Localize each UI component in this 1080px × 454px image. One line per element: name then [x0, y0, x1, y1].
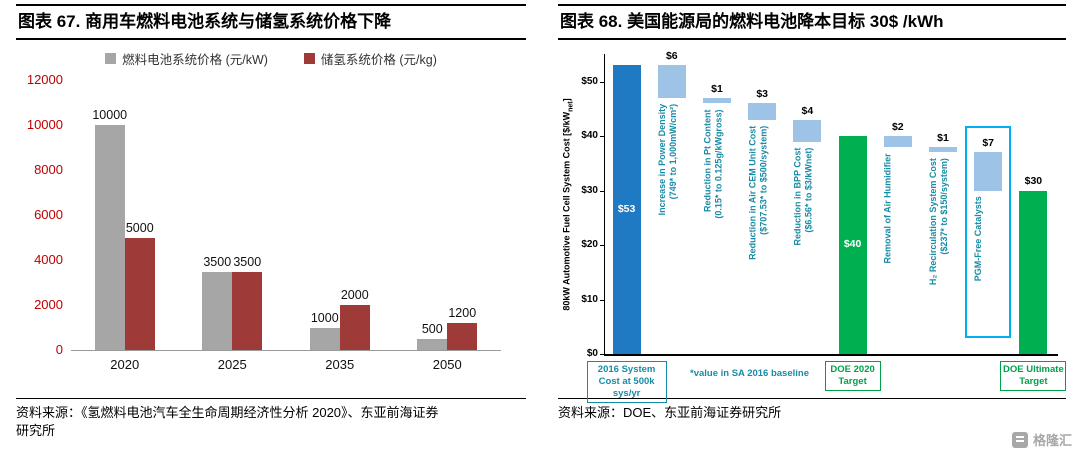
waterfall-step-label: Reduction in Air CEM Unit Cost ($707.53*… [747, 125, 769, 260]
bar-value-label: 1200 [448, 306, 477, 321]
figure-68-title: 图表 68. 美国能源局的燃料电池降本目标 30$ /kWh [558, 4, 1066, 41]
pgm-free-highlight-box [965, 126, 1012, 339]
bar-value-label: 500 [421, 322, 443, 336]
h2-storage-price-bar [124, 237, 155, 351]
gelonghui-watermark: 格隆汇 [1011, 430, 1072, 449]
figure-67-bar-chart: 0 2000 4000 6000 8000 10000 12000 2020 10000 5000… [16, 68, 526, 398]
delta-value-label: $7 [982, 137, 995, 150]
h2-storage-price-bar [447, 323, 478, 351]
y-axis-tick-label: 2000 [34, 297, 63, 313]
figure-67-panel: 图表 67. 商用车燃料电池系统与储氢系统价格下降 燃料电池系统价格 (元/kW… [16, 4, 526, 441]
waterfall-delta-bar [657, 65, 686, 98]
delta-value-label: $3 [756, 88, 769, 101]
waterfall-axis-label: DOE 2020 Target [824, 361, 881, 391]
x-axis-category-label: 2035 [325, 357, 355, 373]
legend-swatch-h2-storage [303, 52, 315, 64]
legend-label-h2-storage: 储氢系统价格 (元/kg) [320, 52, 437, 67]
y-axis-tick-label: 4000 [34, 252, 63, 268]
figure-68-panel: 图表 68. 美国能源局的燃料电池降本目标 30$ /kWh 80kW Auto… [558, 4, 1067, 422]
total-value-label: $53 [617, 202, 636, 215]
figure-67-legend: 燃料电池系统价格 (元/kW) 储氢系统价格 (元/kg) [16, 48, 526, 68]
bar-value-label: 2000 [340, 288, 369, 303]
waterfall-step-label: H₂ Recirculation System Cost ($237* to $… [927, 158, 950, 286]
y-axis-tick [600, 354, 604, 356]
legend-item-h2-storage: 储氢系统价格 (元/kg) [303, 49, 437, 68]
fuel-cell-price-bar [417, 339, 448, 351]
fuel-cell-price-bar [94, 125, 125, 351]
waterfall-total-bar [1019, 190, 1048, 355]
figure-68-waterfall-chart: 80kW Automotive Fuel Cell System Cost [$… [558, 46, 1067, 403]
y-axis-tick-label: 10000 [26, 117, 63, 133]
figure-68-source: 资料来源：DOE、东亚前海证券研究所 [558, 398, 1066, 422]
waterfall-axis-label: 2016 System Cost at 500k sys/yr [586, 361, 667, 403]
y-axis-tick [600, 299, 604, 301]
legend-item-fuel-cell: 燃料电池系统价格 (元/kW) [105, 49, 268, 68]
y-axis-title: 80kW Automotive Fuel Cell System Cost [$… [561, 98, 575, 311]
waterfall-axis-label: DOE Ultimate Target [1000, 361, 1067, 391]
gelonghui-watermark-text: 格隆汇 [1032, 433, 1072, 448]
y-axis-tick [600, 190, 604, 192]
waterfall-delta-bar [929, 146, 957, 153]
figure-67-source-line2: 研究所 [16, 423, 56, 439]
y-axis-tick-label: $50 [581, 75, 598, 87]
y-axis-tick-label: $40 [581, 130, 598, 142]
waterfall-delta-bar [793, 119, 822, 142]
bar-value-label: 3500 [233, 254, 262, 269]
delta-value-label: $6 [665, 50, 678, 63]
h2-storage-price-bar [232, 271, 263, 351]
bar-value-label: 10000 [92, 108, 128, 123]
y-axis-tick [600, 81, 604, 83]
y-axis-tick-label: $10 [581, 293, 598, 305]
bar-value-label: 3500 [203, 254, 232, 269]
bar-value-label: 1000 [310, 310, 339, 325]
delta-value-label: $1 [937, 131, 949, 144]
waterfall-step-label: Increase in Power Density (749* to 1,000… [656, 103, 679, 216]
y-axis-line [604, 54, 605, 355]
waterfall-delta-bar [703, 97, 731, 104]
baseline-footnote: *value in SA 2016 baseline [690, 368, 809, 380]
figure-67-source: 资料来源：《氢燃料电池汽车全生命周期经济性分析 2020》、东亚前海证券 研究所 [16, 398, 526, 440]
y-axis-tick-label: 6000 [34, 207, 63, 223]
figure-67-title: 图表 67. 商用车燃料电池系统与储氢系统价格下降 [16, 4, 526, 41]
y-axis-tick [600, 245, 604, 247]
fuel-cell-price-bar [202, 271, 233, 351]
y-axis-tick-label: $20 [581, 239, 598, 251]
legend-swatch-fuel-cell [105, 52, 117, 64]
legend-label-fuel-cell: 燃料电池系统价格 (元/kW) [122, 52, 268, 67]
delta-value-label: $4 [801, 104, 814, 117]
waterfall-total-bar [612, 65, 641, 355]
bar-value-label: 5000 [125, 220, 154, 235]
waterfall-delta-bar [974, 152, 1003, 191]
y-axis-tick-label: 12000 [26, 72, 63, 88]
x-axis-category-label: 2050 [432, 357, 462, 373]
waterfall-step-label: Reduction in Pt Content (0.15* to 0.125g… [701, 109, 724, 219]
gelonghui-logo-icon [1011, 431, 1028, 448]
y-axis-tick-label: $30 [581, 184, 598, 196]
x-axis-category-label: 2025 [217, 357, 247, 373]
y-axis-tick-label: $0 [586, 348, 598, 360]
total-value-label: $30 [1024, 174, 1043, 187]
y-axis-tick-label: 8000 [34, 162, 63, 178]
waterfall-step-label: Removal of Air Humidifier [882, 152, 893, 264]
waterfall-step-label: Reduction in BPP Cost ($6.56* to $3/kWne… [792, 147, 814, 246]
waterfall-delta-bar [883, 136, 912, 147]
y-axis-tick [600, 136, 604, 138]
h2-storage-price-bar [339, 305, 370, 351]
total-value-label: $40 [843, 238, 862, 251]
x-axis-line [71, 350, 501, 352]
fuel-cell-price-bar [309, 327, 340, 351]
figure-67-source-line1: 资料来源：《氢燃料电池汽车全生命周期经济性分析 2020》、东亚前海证券 [16, 405, 439, 421]
y-axis-tick-label: 0 [55, 342, 63, 358]
x-axis-category-label: 2020 [110, 357, 140, 373]
waterfall-delta-bar [748, 103, 777, 120]
x-axis-line [604, 354, 1058, 356]
delta-value-label: $2 [891, 121, 904, 134]
figure-68-source-line: 资料来源：DOE、东亚前海证券研究所 [558, 405, 782, 421]
delta-value-label: $1 [711, 82, 723, 95]
waterfall-total-bar [838, 136, 867, 355]
